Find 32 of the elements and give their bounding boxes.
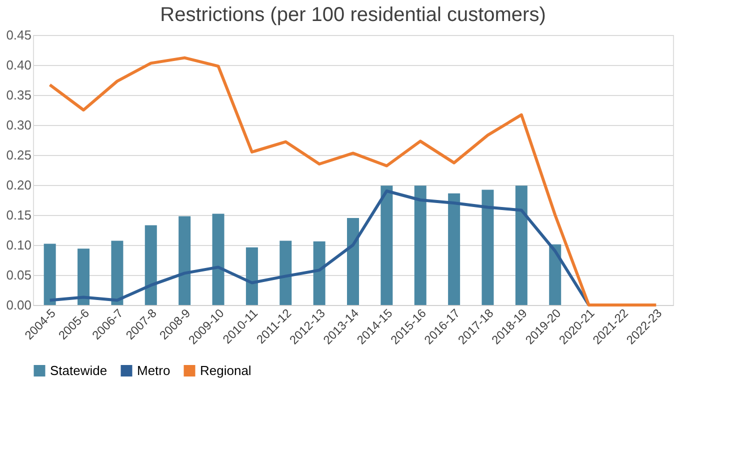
bar: [212, 214, 224, 305]
chart-title: Restrictions (per 100 residential customers): [160, 4, 546, 26]
bar: [44, 244, 56, 305]
bar: [111, 240, 124, 305]
bar: [380, 186, 393, 305]
bar: [78, 248, 90, 305]
bar: [482, 190, 494, 305]
bar: [549, 244, 562, 305]
y-tick-label: 0.15: [6, 208, 32, 222]
y-tick-label: 0.45: [6, 28, 32, 42]
bar: [414, 186, 426, 305]
y-tick-label: 0.10: [6, 238, 32, 252]
y-tick-label: 0.00: [6, 298, 32, 312]
legend-label: Metro: [137, 362, 170, 378]
bar: [347, 218, 359, 305]
y-tick-label: 0.05: [6, 268, 32, 282]
bar: [280, 240, 292, 305]
legend-label: Statewide: [50, 362, 108, 378]
bar: [178, 216, 191, 305]
y-tick-label: 0.25: [6, 148, 32, 162]
legend-label: Regional: [200, 362, 252, 378]
bar: [515, 186, 528, 305]
bar: [144, 225, 157, 305]
bar: [246, 247, 258, 305]
line-series: [48, 190, 590, 306]
y-tick-label: 0.35: [6, 88, 32, 102]
bar: [313, 241, 326, 305]
y-tick-label: 0.40: [6, 58, 32, 72]
y-tick-label: 0.30: [6, 118, 32, 132]
y-tick-label: 0.20: [6, 178, 32, 192]
bar: [448, 193, 460, 305]
line-series: [48, 56, 658, 306]
